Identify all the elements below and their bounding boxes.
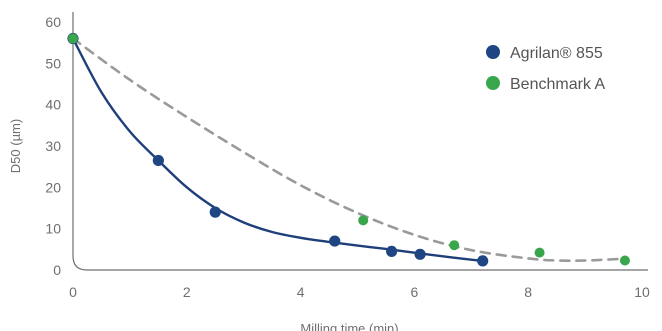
axes — [72, 12, 648, 271]
y-tick-label: 40 — [45, 97, 61, 113]
x-tick-label: 0 — [69, 284, 77, 300]
x-tick-label: 8 — [524, 284, 532, 300]
legend-label-benchmark-a: Benchmark A — [510, 76, 605, 93]
benchmark-a-data-point — [358, 215, 369, 226]
x-tick-label: 6 — [411, 284, 419, 300]
benchmark-a-data-point — [619, 255, 630, 266]
x-tick-label: 4 — [297, 284, 305, 300]
data-points — [67, 32, 630, 267]
benchmark-a-trend-line — [71, 37, 627, 262]
legend-label-agrilan: Agrilan® 855 — [510, 45, 603, 62]
agrilan-data-point — [152, 154, 164, 167]
x-tick-label: 10 — [634, 284, 650, 300]
y-tick-label: 0 — [53, 262, 61, 278]
agrilan-data-point — [329, 235, 341, 247]
agrilan-trend-line — [71, 37, 484, 263]
y-tick-label: 20 — [45, 179, 61, 195]
y-tick-label: 60 — [45, 14, 61, 30]
legend-marker-benchmark-a — [486, 76, 500, 90]
y-tick-label: 30 — [45, 138, 61, 154]
benchmark-a-data-point — [449, 240, 460, 251]
agrilan-data-point — [386, 245, 398, 257]
y-tick-label: 50 — [45, 55, 61, 71]
agrilan-data-point — [414, 248, 426, 260]
x-axis-title: Milling time (min) — [300, 321, 398, 331]
agrilan-data-point — [209, 206, 221, 218]
legend: Agrilan® 855 Benchmark A — [486, 45, 605, 93]
legend-marker-agrilan — [486, 45, 500, 59]
y-axis-title: D50 (µm) — [8, 119, 23, 173]
tick-labels: 0 10 20 30 40 50 60 0 2 4 6 8 10 — [45, 14, 650, 300]
benchmark-a-data-point — [68, 33, 78, 44]
y-tick-label: 10 — [45, 221, 61, 237]
agrilan-data-point — [477, 255, 489, 267]
axis-lines — [72, 12, 648, 271]
axis-titles: Milling time (min) D50 (µm) — [8, 119, 399, 331]
trend-lines — [71, 37, 627, 263]
x-tick-label: 2 — [183, 284, 191, 300]
benchmark-a-data-point — [534, 247, 545, 258]
